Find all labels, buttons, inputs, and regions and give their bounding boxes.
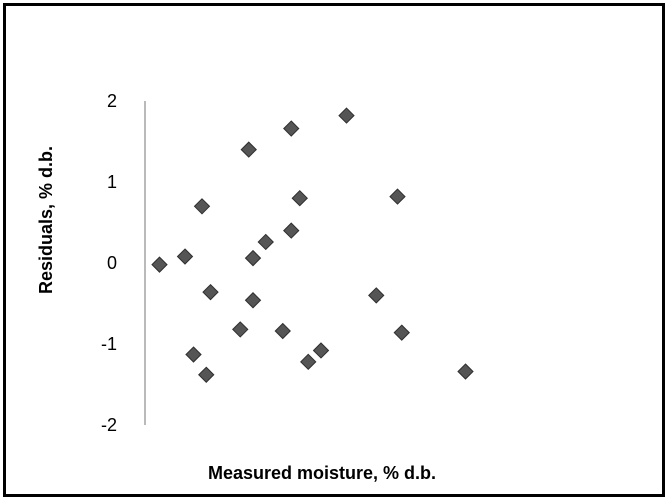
x-axis-title: Measured moisture, % d.b.: [208, 463, 436, 483]
data-point: [291, 189, 308, 207]
data-point: [176, 248, 194, 265]
data-point: [198, 366, 215, 383]
y-tick-labels: 2 1 0 -1 -2: [101, 91, 117, 435]
data-point: [274, 322, 291, 340]
y-tick-label: 1: [107, 172, 117, 192]
y-tick-label: 2: [107, 91, 117, 111]
data-point: [244, 249, 262, 267]
y-tick-label: -2: [101, 415, 117, 435]
data-point: [244, 292, 262, 309]
data-point: [283, 222, 300, 239]
data-point: [300, 353, 317, 371]
data-point: [257, 233, 274, 251]
data-point: [240, 141, 257, 158]
data-point: [312, 342, 330, 359]
data-point: [368, 287, 385, 304]
data-point: [193, 198, 211, 215]
y-axis-title: Residuals, % d.b.: [36, 146, 56, 294]
y-tick-label: -1: [101, 334, 117, 354]
data-point: [389, 188, 406, 205]
data-point: [393, 324, 410, 341]
chart-frame: [3, 3, 665, 497]
data-point: [202, 283, 219, 301]
data-points: [151, 107, 474, 383]
data-point: [185, 346, 202, 363]
data-point: [457, 363, 474, 380]
data-point: [283, 120, 300, 137]
data-point: [232, 321, 249, 338]
y-tick-label: 0: [107, 253, 117, 273]
data-point: [338, 107, 355, 124]
data-point: [151, 256, 168, 273]
